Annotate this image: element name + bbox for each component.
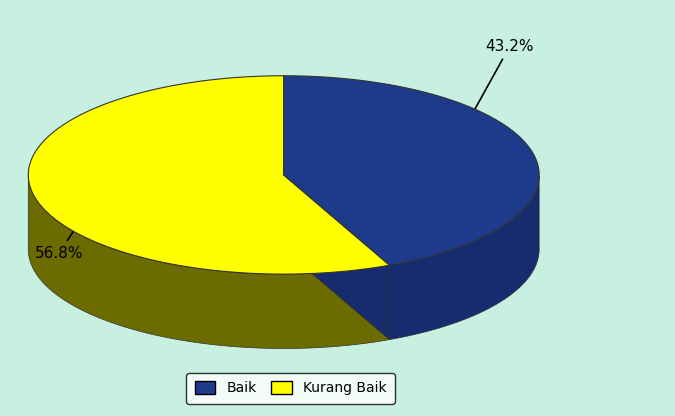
Polygon shape (284, 175, 389, 339)
Legend: Baik, Kurang Baik: Baik, Kurang Baik (186, 373, 395, 404)
Polygon shape (28, 176, 389, 349)
Polygon shape (389, 176, 539, 339)
Text: 56.8%: 56.8% (35, 219, 84, 260)
Polygon shape (284, 175, 389, 339)
Text: 43.2%: 43.2% (448, 39, 534, 157)
Polygon shape (284, 76, 539, 265)
Polygon shape (28, 76, 389, 274)
